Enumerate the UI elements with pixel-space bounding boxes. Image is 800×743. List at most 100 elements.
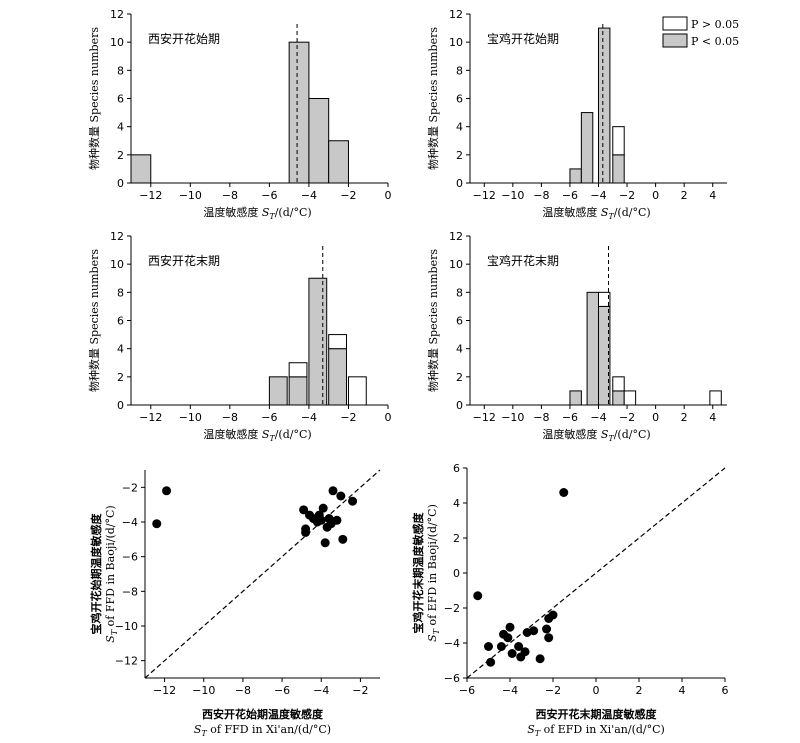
histogram-panel-h1: 0 2 4 6 8 10 12 −12 −10 −8 −6 −4 −2 0 西安开花始期温度敏感度 ST/(… (87, 8, 392, 221)
y-tick-label: 0 (117, 177, 124, 190)
x-tick-label: −10 (179, 411, 202, 424)
x-axis-label-en: ST of EFD in Xi'an/(d/°C) (527, 723, 665, 738)
bar-nonsignificant (347, 376, 367, 406)
legend: P > 0.05 P < 0.05 (662, 16, 739, 48)
data-point (484, 642, 493, 651)
x-tick-label: −12 (473, 189, 496, 202)
y-tick-label: −4 (122, 516, 138, 529)
bar-nonsignificant (612, 126, 625, 156)
y-tick-label: 10 (449, 36, 463, 49)
y-axis-label: 物种数量 Species numbers (87, 249, 101, 392)
x-axis-label: 温度敏感度 ST/(d/°C) (203, 427, 311, 443)
y-tick-label: −6 (122, 551, 138, 564)
data-point (332, 515, 342, 525)
bar-significant (612, 154, 625, 184)
data-point (152, 519, 162, 529)
y-tick-label: 8 (456, 286, 463, 299)
x-tick-label: 0 (385, 411, 392, 424)
panel-title: 西安开花始期 (148, 31, 220, 46)
data-point (514, 642, 524, 651)
x-tick-label: 0 (652, 189, 659, 202)
data-point (336, 491, 346, 501)
x-tick-label: 2 (681, 189, 688, 202)
data-point (542, 624, 552, 634)
y-tick-label: 6 (456, 93, 463, 106)
scatter-panel-s1: −12 −10 −8 −6 −4 −2 −12 −10 −8 −6 −4 −2 西安开花始期温度敏感度 S… (89, 469, 381, 738)
x-axis-label-cn: 西安开花始期温度敏感度 (202, 707, 324, 721)
x-tick-label: −12 (139, 411, 162, 424)
x-tick-label: −2 (352, 684, 368, 697)
y-tick-label: −4 (444, 637, 460, 650)
x-tick-label: −2 (545, 684, 561, 697)
bar-nonsignificant (709, 390, 722, 406)
y-axis-label: 物种数量 Species numbers (426, 27, 440, 170)
data-point (301, 527, 311, 537)
x-tick-label: 2 (636, 684, 643, 697)
x-tick-label: 4 (709, 189, 716, 202)
y-axis-label: 物种数量 Species numbers (426, 249, 440, 392)
x-tick-label: −10 (501, 411, 524, 424)
x-tick-label: 6 (722, 684, 729, 697)
y-tick-label: 0 (456, 177, 463, 190)
y-tick-label: −2 (122, 481, 138, 494)
y-tick-label: 12 (110, 230, 124, 243)
x-tick-label: −6 (562, 411, 578, 424)
y-tick-label: 8 (117, 286, 124, 299)
x-tick-label: −10 (501, 189, 524, 202)
bar-nonsignificant (612, 376, 625, 392)
y-tick-label: −10 (115, 620, 138, 633)
x-tick-label: 4 (679, 684, 686, 697)
bar-significant (598, 27, 611, 184)
x-tick-label: −12 (153, 684, 176, 697)
y-tick-label: 4 (456, 343, 463, 356)
legend-label: P < 0.05 (691, 35, 739, 48)
y-axis-label-en: ST of FFD in Baoji/(d/°C) (104, 505, 119, 642)
bar-significant (130, 154, 152, 184)
y-axis-label-cn: 宝鸡开花末期温度敏感度 (411, 512, 425, 634)
y-tick-label: 6 (117, 315, 124, 328)
x-tick-label: −4 (502, 684, 518, 697)
histogram-panel-h2: 0 2 4 6 8 10 12 −12 −10 −8 −6 −4 −2 0 2 4 宝鸡开花始期温度敏感度 ST… (426, 8, 739, 221)
bar-significant (586, 291, 599, 406)
bar-significant (580, 112, 594, 184)
x-tick-label: −10 (179, 189, 202, 202)
y-tick-label: 10 (449, 258, 463, 271)
y-tick-label: −6 (444, 672, 460, 685)
bar-nonsignificant (623, 390, 637, 406)
one-to-one-line (144, 469, 381, 679)
x-tick-label: 0 (652, 411, 659, 424)
x-tick-label: −4 (301, 411, 317, 424)
data-point (503, 633, 513, 643)
bar-nonsignificant (598, 291, 611, 307)
y-tick-label: −8 (122, 585, 138, 598)
y-tick-label: 6 (456, 315, 463, 328)
bar-significant (569, 390, 582, 406)
panel-title: 宝鸡开花始期 (487, 31, 559, 46)
x-tick-label: −4 (590, 189, 606, 202)
x-tick-label: −6 (459, 684, 475, 697)
panel-title: 西安开花末期 (148, 253, 220, 268)
x-tick-label: −12 (139, 189, 162, 202)
y-tick-label: 8 (456, 64, 463, 77)
data-point (529, 626, 539, 636)
data-point (496, 642, 506, 651)
y-tick-label: 2 (456, 149, 463, 162)
x-tick-label: 0 (593, 684, 600, 697)
y-tick-label: 12 (110, 8, 124, 21)
data-point (507, 649, 517, 658)
bar-significant (288, 376, 308, 406)
data-point (320, 538, 330, 548)
bar-significant (268, 376, 288, 406)
data-point (486, 657, 496, 667)
y-tick-label: 4 (453, 497, 460, 510)
x-tick-label: 0 (385, 189, 392, 202)
y-tick-label: 10 (110, 36, 124, 49)
panel-title: 宝鸡开花末期 (487, 253, 559, 268)
data-point (520, 647, 530, 657)
x-tick-label: −2 (619, 411, 635, 424)
x-tick-label: −2 (340, 411, 356, 424)
histogram-panel-h4: 0 2 4 6 8 10 12 −12 −10 −8 −6 −4 −2 0 2 4 宝鸡开花末期温度敏感度 ST… (426, 230, 727, 443)
data-point (548, 610, 558, 620)
